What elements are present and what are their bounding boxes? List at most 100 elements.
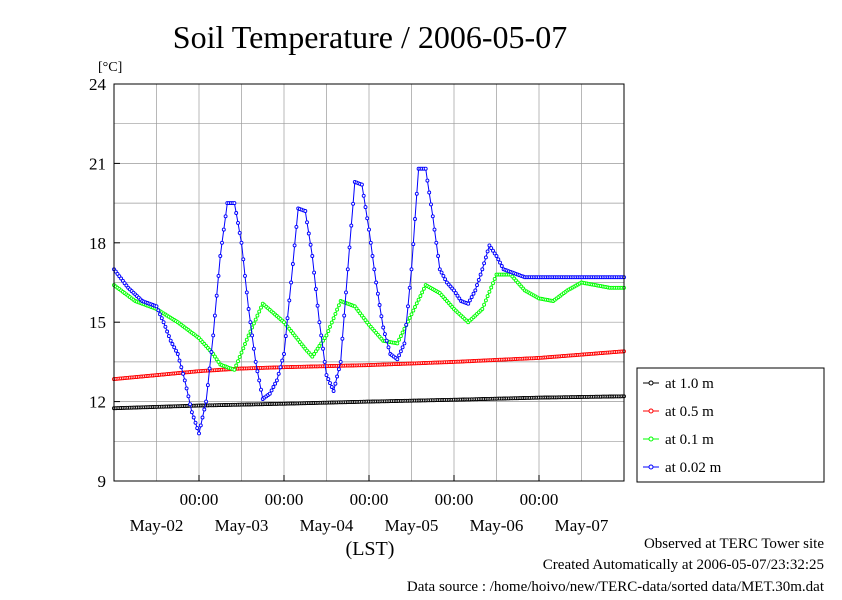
- data-point: [480, 307, 485, 311]
- data-point: [443, 277, 448, 282]
- data-point: [333, 381, 338, 386]
- data-point: [312, 270, 317, 275]
- data-point: [409, 267, 414, 272]
- grid: [114, 84, 624, 481]
- data-point: [345, 267, 350, 272]
- data-point: [244, 337, 249, 342]
- data-point: [370, 254, 375, 258]
- data-point: [312, 352, 317, 356]
- footer-created-time: Created Automatically at 2006-05-07/23:3…: [542, 557, 824, 573]
- data-point: [423, 166, 428, 171]
- data-point: [467, 298, 472, 303]
- legend-marker: [648, 380, 654, 386]
- data-point: [223, 214, 228, 219]
- data-point: [483, 255, 488, 260]
- data-point: [379, 314, 384, 319]
- data-point: [205, 383, 210, 388]
- data-point: [255, 369, 260, 374]
- data-point: [209, 350, 214, 354]
- data-point: [234, 211, 239, 215]
- data-point: [482, 302, 487, 307]
- data-point: [374, 280, 379, 285]
- data-point: [441, 273, 446, 278]
- data-point: [292, 243, 297, 248]
- data-point: [491, 281, 495, 286]
- data-point: [365, 216, 370, 221]
- data-point: [338, 359, 343, 364]
- data-point: [328, 381, 332, 386]
- data-point: [382, 332, 387, 337]
- data-point: [421, 286, 426, 291]
- data-point: [319, 333, 324, 338]
- data-point: [321, 346, 325, 351]
- data-point: [420, 290, 425, 295]
- data-point: [407, 285, 412, 290]
- legend-label: at 0.5 m: [665, 404, 714, 420]
- data-point: [234, 363, 239, 368]
- data-point: [333, 311, 338, 316]
- x-tick-time-label: 00:00: [435, 490, 474, 509]
- data-point: [158, 312, 162, 317]
- data-point: [395, 357, 400, 362]
- data-point: [214, 357, 219, 362]
- data-point: [310, 354, 315, 359]
- data-point: [336, 303, 341, 308]
- data-point: [476, 277, 481, 282]
- data-point: [432, 227, 437, 232]
- data-point: [381, 325, 386, 330]
- data-point: [257, 309, 262, 314]
- data-point: [407, 315, 412, 320]
- data-point: [290, 262, 295, 266]
- data-point: [377, 303, 382, 307]
- data-point: [480, 267, 485, 272]
- data-point: [207, 366, 212, 371]
- data-point: [469, 295, 474, 300]
- data-point: [204, 399, 209, 404]
- data-point: [246, 333, 251, 338]
- data-point: [161, 320, 166, 325]
- data-point: [211, 333, 216, 338]
- data-point: [232, 367, 237, 372]
- data-point: [200, 415, 205, 420]
- data-point: [212, 313, 217, 318]
- data-point: [335, 374, 340, 379]
- data-point: [452, 288, 456, 293]
- x-tick-time-label: 00:00: [265, 490, 304, 509]
- data-point: [492, 276, 497, 281]
- data-point: [214, 293, 219, 298]
- data-point: [251, 346, 256, 351]
- data-point: [429, 202, 433, 207]
- data-point: [329, 385, 334, 389]
- data-point: [174, 348, 178, 353]
- chart-title: Soil Temperature / 2006-05-07: [173, 19, 567, 55]
- data-point: [326, 377, 331, 382]
- data-point: [278, 365, 283, 370]
- x-day-label: May-03: [215, 516, 269, 535]
- data-point: [273, 381, 278, 386]
- data-point: [170, 342, 175, 346]
- y-tick-label: 18: [89, 234, 106, 253]
- data-point: [246, 307, 251, 311]
- legend-label: at 1.0 m: [665, 376, 714, 392]
- x-day-label: May-06: [470, 516, 524, 535]
- data-point: [487, 289, 492, 294]
- x-axis-ticks: 00:00 00:00 00:00 00:00 00:00 May-02 May-03 May…: [130, 475, 609, 535]
- data-point: [294, 224, 299, 229]
- data-point: [212, 354, 217, 359]
- data-point: [487, 243, 492, 248]
- data-point: [305, 220, 309, 225]
- data-point: [347, 245, 352, 250]
- x-tick-time-label: 00:00: [520, 490, 559, 509]
- x-day-label: May-05: [385, 516, 439, 535]
- data-point: [172, 345, 177, 350]
- data-point: [274, 378, 279, 383]
- data-point: [280, 358, 285, 363]
- data-point: [244, 290, 249, 295]
- data-point: [437, 267, 442, 272]
- data-point: [188, 402, 193, 407]
- data-point: [236, 220, 240, 225]
- data-point: [483, 298, 488, 303]
- data-point: [156, 308, 161, 313]
- data-point: [375, 291, 380, 296]
- data-point: [413, 217, 417, 221]
